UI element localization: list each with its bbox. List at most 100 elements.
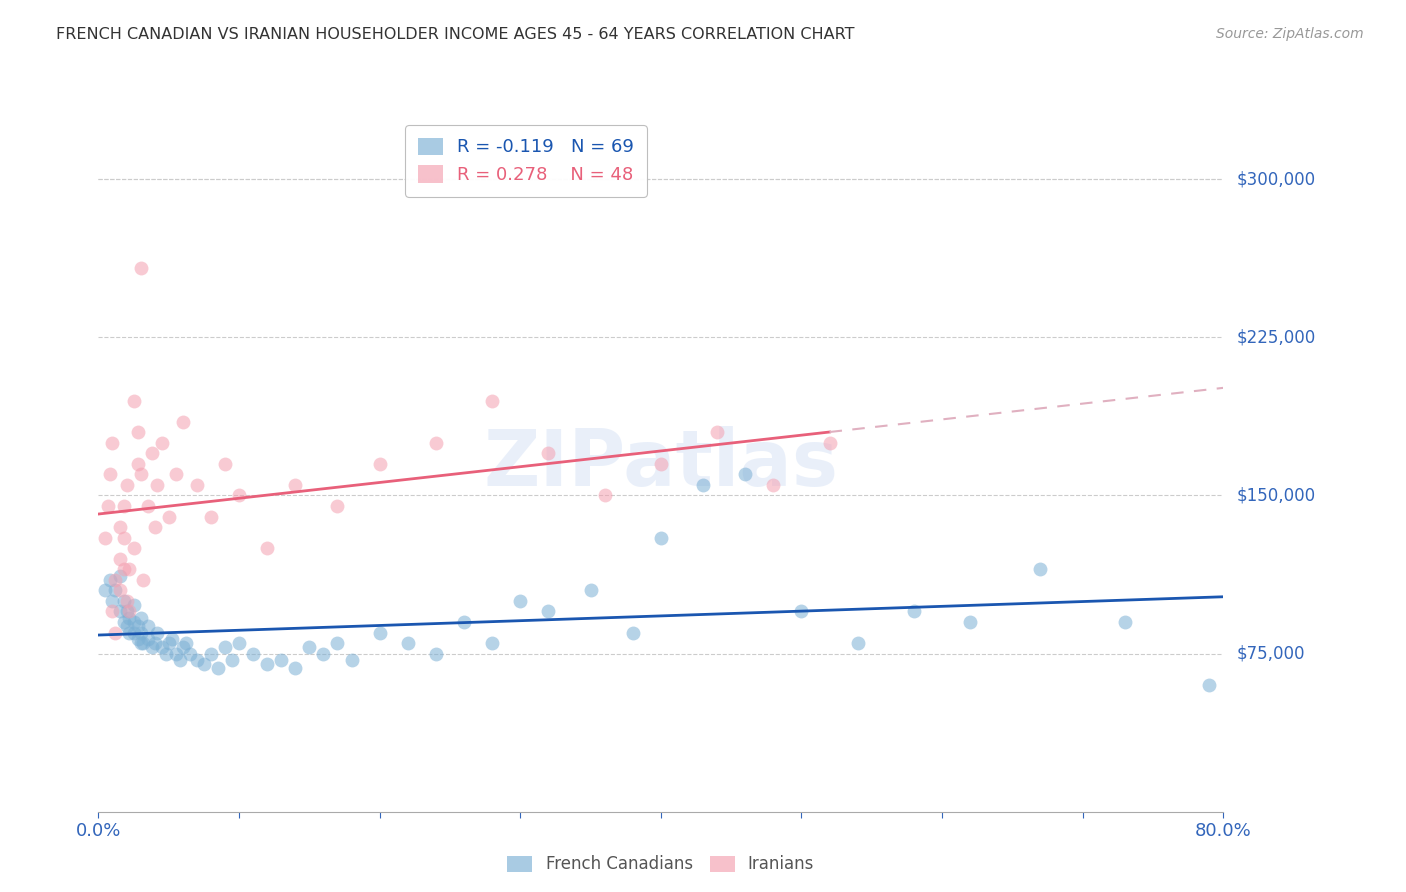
Point (146, 478, 169, 492)
Point (115, 619, 138, 633)
Point (127, 619, 149, 633)
Point (256, 541, 278, 556)
Point (143, 636, 166, 650)
Point (169, 653, 191, 667)
Point (129, 260, 152, 275)
Point (326, 499, 349, 513)
Point (98, 467, 121, 482)
Point (481, 393, 503, 408)
Text: $150,000: $150,000 (1237, 486, 1316, 505)
Point (200, 647, 222, 661)
Point (453, 615, 475, 629)
Point (790, 604, 813, 618)
Point (1029, 562, 1052, 576)
Point (127, 425, 149, 440)
Point (143, 520, 166, 534)
Point (242, 647, 264, 661)
Point (706, 425, 728, 440)
Point (141, 446, 163, 460)
Point (127, 632, 149, 646)
Point (141, 640, 163, 655)
Point (101, 435, 124, 450)
Point (108, 520, 131, 534)
Point (481, 636, 503, 650)
Point (221, 653, 243, 667)
Point (122, 541, 145, 556)
Point (165, 647, 187, 661)
Point (368, 457, 391, 471)
Point (136, 499, 159, 513)
Point (1198, 678, 1220, 692)
Text: FRENCH CANADIAN VS IRANIAN HOUSEHOLDER INCOME AGES 45 - 64 YEARS CORRELATION CHA: FRENCH CANADIAN VS IRANIAN HOUSEHOLDER I… (56, 27, 855, 42)
Point (112, 531, 135, 545)
Point (157, 509, 180, 524)
Point (101, 604, 124, 618)
Point (340, 653, 363, 667)
Point (115, 604, 138, 618)
Point (122, 393, 145, 408)
Point (118, 625, 141, 640)
Point (509, 594, 531, 608)
Point (818, 435, 841, 450)
Point (94, 583, 117, 598)
Point (97, 499, 120, 513)
Point (136, 632, 159, 646)
Point (136, 619, 159, 633)
Point (326, 636, 349, 650)
Point (214, 640, 236, 655)
Point (127, 457, 149, 471)
Point (160, 632, 183, 646)
Text: Source: ZipAtlas.com: Source: ZipAtlas.com (1216, 27, 1364, 41)
Text: $300,000: $300,000 (1237, 170, 1316, 188)
Point (270, 653, 292, 667)
Point (150, 640, 173, 655)
Point (129, 636, 152, 650)
Point (150, 435, 173, 450)
Point (396, 636, 419, 650)
Point (129, 467, 152, 482)
Point (200, 509, 222, 524)
Point (425, 647, 447, 661)
Point (1114, 615, 1136, 629)
Point (108, 604, 131, 618)
Text: ZIPatlas: ZIPatlas (484, 425, 838, 502)
Point (118, 604, 141, 618)
Legend: French Canadians, Iranians: French Canadians, Iranians (501, 848, 821, 880)
Text: $75,000: $75,000 (1237, 645, 1306, 663)
Point (368, 625, 391, 640)
Point (593, 488, 616, 502)
Point (650, 531, 672, 545)
Point (762, 478, 785, 492)
Point (903, 604, 925, 618)
Point (118, 562, 141, 576)
Point (214, 457, 236, 471)
Point (112, 562, 135, 576)
Point (122, 615, 145, 629)
Point (734, 467, 756, 482)
Point (112, 499, 135, 513)
Point (172, 640, 194, 655)
Point (165, 467, 187, 482)
Point (122, 598, 145, 612)
Point (174, 636, 197, 650)
Point (118, 611, 141, 625)
Point (284, 661, 307, 675)
Point (157, 636, 180, 650)
Point (537, 446, 560, 460)
Point (108, 568, 131, 582)
Point (115, 594, 138, 608)
Point (186, 653, 208, 667)
Point (112, 615, 135, 629)
Point (228, 636, 250, 650)
Point (104, 583, 127, 598)
Text: $225,000: $225,000 (1237, 328, 1316, 346)
Point (104, 573, 127, 587)
Point (298, 640, 321, 655)
Point (650, 457, 672, 471)
Point (228, 488, 250, 502)
Point (959, 615, 981, 629)
Point (179, 647, 201, 661)
Point (425, 435, 447, 450)
Point (193, 657, 215, 672)
Point (115, 478, 138, 492)
